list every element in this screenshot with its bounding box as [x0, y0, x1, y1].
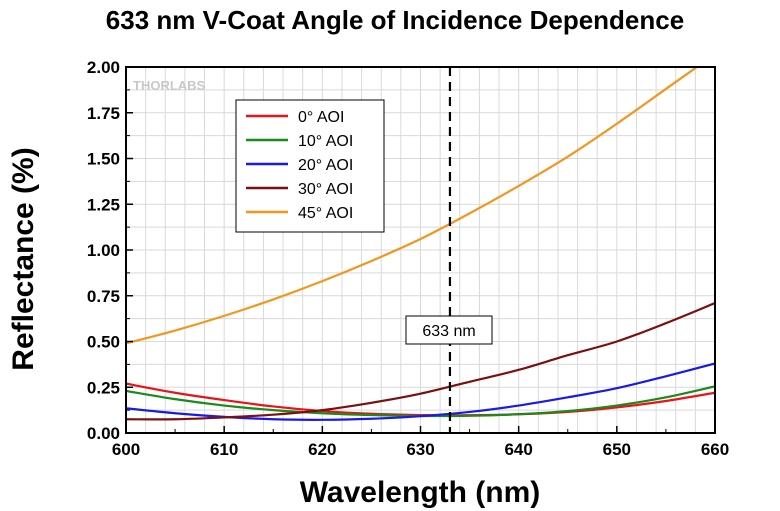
y-tick-label: 0.75: [87, 287, 120, 306]
x-tick-label: 610: [210, 440, 238, 459]
annotation-label: 633 nm: [422, 323, 475, 340]
legend-label: 0° AOI: [298, 109, 344, 126]
y-axis-title: Reflectance (%): [7, 147, 40, 370]
y-tick-label: 0.25: [87, 378, 120, 397]
y-tick-label: 1.50: [87, 150, 120, 169]
x-tick-label: 640: [504, 440, 532, 459]
legend-label: 45° AOI: [298, 205, 353, 222]
legend-label: 30° AOI: [298, 181, 353, 198]
series-layer: [126, 67, 715, 421]
y-tick-label: 0.50: [87, 333, 120, 352]
annotation-box: [405, 315, 493, 345]
legend-label: 10° AOI: [298, 133, 353, 150]
x-tick-label: 650: [603, 440, 631, 459]
grid: [125, 66, 716, 434]
x-tick-label: 600: [112, 440, 140, 459]
x-axis-title: Wavelength (nm): [300, 476, 541, 509]
annotation-layer: 633 nm: [405, 67, 493, 433]
thorlabs-logo: THORLABS: [133, 78, 206, 93]
legend-box: [235, 99, 385, 233]
x-tick-label: 630: [406, 440, 434, 459]
legend: 0° AOI 10° AOI 20° AOI 30° AOI 45° AOI: [235, 99, 385, 233]
y-tick-label: 1.25: [87, 195, 120, 214]
y-tick-label: 0.00: [87, 424, 120, 443]
series-line-4: [126, 67, 699, 345]
y-tick-label: 1.75: [87, 104, 120, 123]
y-tick-label: 2.00: [87, 58, 120, 77]
series-line-3: [126, 302, 715, 421]
legend-label: 20° AOI: [298, 157, 353, 174]
ticks: 600 610 620 630 640 650 660 0.00 0.25 0.50 0.75 1.0…: [87, 58, 729, 459]
chart-title: 633 nm V-Coat Angle of Incidence Depende…: [106, 5, 684, 35]
x-tick-label: 620: [308, 440, 336, 459]
x-tick-label: 660: [701, 440, 729, 459]
y-tick-label: 1.00: [87, 241, 120, 260]
